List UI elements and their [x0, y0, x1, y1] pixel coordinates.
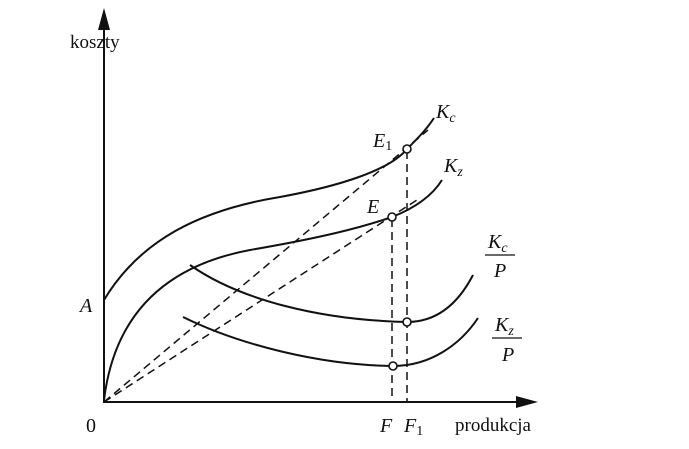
origin-label: 0 — [86, 415, 96, 437]
kc-label: Kc — [435, 101, 456, 126]
point-e1 — [402, 144, 412, 154]
curve-kz — [103, 179, 443, 401]
f-label: F — [379, 415, 393, 437]
y-axis-label: koszty — [70, 32, 120, 53]
svg-text:P: P — [493, 260, 506, 282]
kz-label: Kz — [443, 155, 463, 180]
e1-label: E1 — [372, 130, 392, 154]
svg-text:P: P — [501, 344, 514, 366]
ray-tangent-kc — [103, 129, 429, 403]
x-axis-label: produkcja — [455, 415, 532, 436]
y-axis-arrow — [98, 8, 110, 30]
svg-text:Kz: Kz — [494, 314, 514, 339]
curve-kc-over-p — [189, 264, 474, 324]
curve-kz-over-p — [182, 316, 479, 368]
f1-label: F1 — [403, 415, 423, 439]
point-min-kc-over-p — [402, 317, 412, 327]
point-min-kz-over-p — [388, 361, 398, 371]
point-e — [387, 212, 397, 222]
x-axis-arrow — [516, 396, 538, 408]
kz-over-p-label: Kz P — [492, 314, 522, 366]
kc-over-p-label: Kc P — [485, 231, 515, 282]
svg-text:Kc: Kc — [487, 231, 508, 256]
a-label: A — [78, 295, 93, 317]
curve-kc — [103, 117, 435, 301]
e-label: E — [366, 196, 379, 218]
